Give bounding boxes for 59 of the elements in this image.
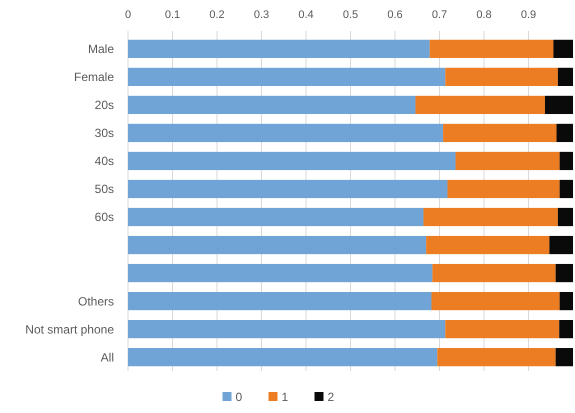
legend-label: 0 bbox=[236, 390, 242, 404]
bar bbox=[128, 236, 426, 254]
bar bbox=[456, 152, 560, 170]
bar bbox=[553, 40, 573, 58]
bar bbox=[128, 348, 438, 366]
x-tick-label: 0.4 bbox=[298, 9, 314, 21]
y-tick-label: Male bbox=[88, 42, 114, 56]
y-tick-label: 40s bbox=[94, 154, 114, 168]
bar bbox=[556, 124, 573, 142]
x-tick-label: 0.3 bbox=[254, 9, 270, 21]
x-tick-label: 0.6 bbox=[387, 9, 403, 21]
bar bbox=[426, 236, 550, 254]
x-tick-label: 0.9 bbox=[520, 9, 536, 21]
legend-label: 1 bbox=[282, 390, 288, 404]
bar bbox=[128, 180, 448, 198]
x-tick-label: 0.8 bbox=[476, 9, 492, 21]
y-tick-label: All bbox=[100, 350, 114, 364]
bar bbox=[128, 292, 432, 310]
bar bbox=[544, 96, 573, 114]
bar bbox=[128, 124, 444, 142]
bar bbox=[128, 96, 416, 114]
bar bbox=[556, 264, 573, 282]
bar bbox=[443, 124, 557, 142]
bar bbox=[558, 208, 573, 226]
legend-label: 2 bbox=[328, 390, 334, 404]
bar bbox=[560, 292, 573, 310]
bar bbox=[128, 320, 446, 338]
bar bbox=[560, 152, 573, 170]
y-tick-label: 20s bbox=[94, 98, 114, 112]
x-tick-label: 0 bbox=[124, 9, 132, 21]
y-tick-label: 30s bbox=[94, 126, 114, 140]
y-tick-label: Female bbox=[74, 70, 114, 84]
bar bbox=[560, 180, 573, 198]
bar bbox=[445, 68, 558, 86]
bar bbox=[431, 292, 560, 310]
x-tick-label: 0.1 bbox=[164, 9, 180, 21]
bar bbox=[128, 40, 430, 58]
y-tick-label: 60s bbox=[94, 210, 114, 224]
y-tick-label: Not smart phone bbox=[25, 322, 114, 336]
bar bbox=[128, 152, 456, 170]
bar bbox=[128, 68, 446, 86]
bar bbox=[556, 348, 573, 366]
bar bbox=[432, 264, 556, 282]
x-tick-label: 0.2 bbox=[209, 9, 225, 21]
bar bbox=[448, 180, 560, 198]
bar bbox=[549, 236, 573, 254]
bar bbox=[559, 320, 573, 338]
bar bbox=[128, 264, 432, 282]
x-tick-label: 0.7 bbox=[432, 9, 448, 21]
x-tick-label: 0.5 bbox=[342, 9, 358, 21]
bar bbox=[128, 208, 424, 226]
y-tick-label: 50s bbox=[94, 182, 114, 196]
y-tick-label: Others bbox=[78, 294, 114, 308]
bar bbox=[437, 348, 556, 366]
bar bbox=[430, 40, 554, 58]
bar bbox=[415, 96, 545, 114]
bar bbox=[558, 68, 573, 86]
bar bbox=[423, 208, 558, 226]
bar bbox=[445, 320, 560, 338]
